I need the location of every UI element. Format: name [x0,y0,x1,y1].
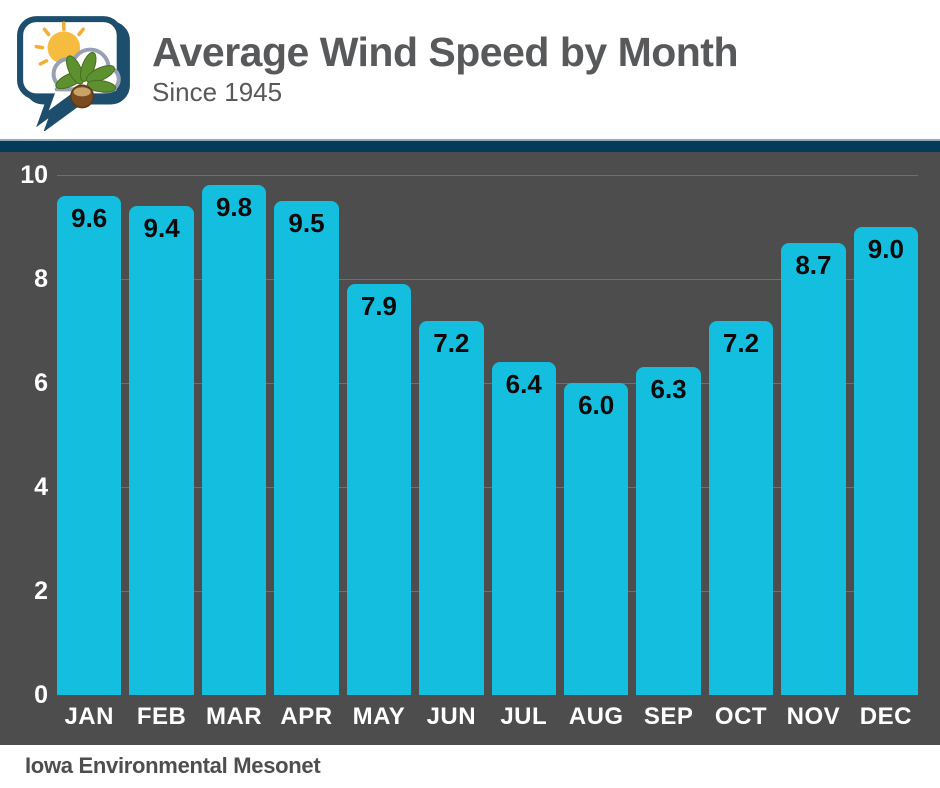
x-tick-label: MAR [205,703,263,730]
x-tick-label: MAY [352,703,406,730]
bars-row: 9.6 9.4 9.8 9.5 7.9 7.2 6.4 6.0 6.3 7.2 8.7 9.0 [57,175,919,695]
bar-slot: 9.0 [853,227,919,695]
bar-value-label: 9.8 [215,192,253,223]
footer: Iowa Environmental Mesonet [0,745,940,788]
bar-slot: 8.7 [781,242,846,695]
bar-may: 7.9 [346,284,412,695]
bar-oct: 7.2 [708,320,774,695]
bar-jan: 9.6 [57,195,122,695]
y-tick-label: 0 [34,681,48,709]
bar-feb: 9.4 [129,206,194,695]
bar-value-label: 7.9 [360,291,397,322]
x-tick-label: JUN [426,703,477,730]
bar-value-label: 6.4 [505,369,542,400]
bar-jun: 7.2 [419,320,484,695]
bar-slot: 7.2 [708,320,774,695]
bar-slot: 6.0 [563,383,629,695]
header-divider [0,139,940,152]
gridline [57,279,918,280]
x-tick-label: NOV [786,703,841,730]
bar-value-label: 6.0 [578,390,615,420]
x-tick-label: FEB [136,703,187,730]
chart-area: 0 2 4 6 8 10 9.6 9.4 9.8 9.5 7.9 7.2 6.4 6.0 6.3 7.2 8.… [0,152,940,745]
gridline [57,487,918,488]
x-tick-label: JUL [500,703,548,730]
x-tick-label: APR [280,703,333,730]
gridline [57,591,918,592]
bar-dec: 9.0 [853,227,919,695]
bar-sep: 6.3 [636,367,701,695]
y-tick-label: 10 [20,161,48,189]
x-tick-label: SEP [643,703,694,730]
bar-aug: 6.0 [563,383,629,695]
bar-slot: 6.4 [491,362,556,695]
sun-icon [34,21,85,66]
bar-slot: 9.5 [274,201,339,695]
y-tick-label: 8 [34,265,48,293]
gridline [57,175,918,176]
plant-icon [55,51,117,109]
bar-value-label: 9.4 [143,213,180,244]
bar-value-label: 8.7 [795,249,832,280]
title-block: Average Wind Speed by Month Since 1945 [152,29,739,108]
bar-value-label: 6.3 [650,374,687,405]
bar-nov: 8.7 [781,242,846,695]
bar-value-label: 7.2 [433,327,470,358]
y-tick-label: 6 [34,369,48,397]
plot-area: 9.6 9.4 9.8 9.5 7.9 7.2 6.4 6.0 6.3 7.2 8.7 9.0 [57,175,919,695]
page-subtitle: Since 1945 [152,77,283,108]
bar-value-label: 7.2 [722,327,760,358]
x-tick-label: JAN [64,703,114,730]
x-tick-label: AUG [568,703,624,730]
y-tick-label: 4 [34,473,48,501]
header: Average Wind Speed by Month Since 1945 [0,0,940,139]
gridline [57,383,918,384]
site-logo [13,11,137,131]
bar-mar: 9.8 [201,185,267,695]
bar-value-label: 9.6 [71,202,108,233]
bar-slot: 6.3 [636,367,701,695]
data-source-label: Iowa Environmental Mesonet [25,753,321,778]
bar-slot: 9.4 [129,206,194,695]
x-axis: JAN FEB MAR APR MAY JUN JUL AUG SEP OCT NOV DEC [57,703,918,731]
x-tick-label: DEC [859,703,912,730]
bar-slot: 9.6 [57,195,122,695]
bar-slot: 9.8 [201,185,267,695]
bar-slot: 7.2 [419,320,484,695]
y-tick-label: 2 [34,577,48,605]
bar-value-label: 9.0 [867,234,904,264]
bar-slot: 7.9 [346,284,412,695]
y-axis: 0 2 4 6 8 10 [0,152,48,745]
bar-value-label: 9.5 [288,208,325,238]
bar-apr: 9.5 [274,201,339,695]
bar-jul: 6.4 [491,362,556,695]
x-tick-label: OCT [714,703,768,730]
page-title: Average Wind Speed by Month [152,29,739,75]
